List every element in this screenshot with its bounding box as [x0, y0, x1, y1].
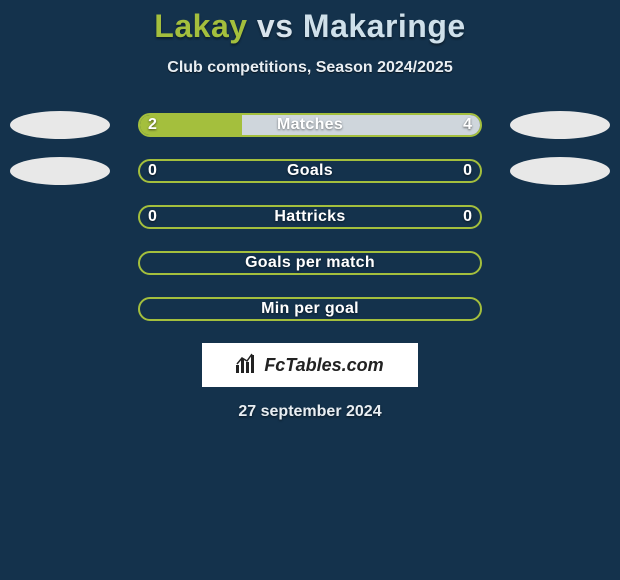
bar-track: [138, 297, 482, 321]
stat-row: Goals per match: [0, 251, 620, 275]
title: Lakay vs Makaringe: [0, 0, 620, 45]
stat-value-right: 4: [453, 113, 482, 137]
stat-row: Min per goal: [0, 297, 620, 321]
stats-rows: Matches24Goals00Hattricks00Goals per mat…: [0, 113, 620, 321]
bar-fill-player2: [242, 115, 480, 135]
team-badge-left: [10, 111, 110, 139]
bar-track: [138, 113, 482, 137]
team-badge-left: [10, 157, 110, 185]
stat-value-left: 0: [138, 159, 167, 183]
stat-value-right: 0: [453, 159, 482, 183]
chart-icon: [236, 353, 258, 378]
logo-box: FcTables.com: [202, 343, 418, 387]
title-player1: Lakay: [154, 8, 247, 44]
bar-track: [138, 251, 482, 275]
team-badge-right: [510, 157, 610, 185]
stat-value-left: 2: [138, 113, 167, 137]
title-vs: vs: [257, 8, 294, 44]
title-player2: Makaringe: [303, 8, 466, 44]
team-badge-right: [510, 111, 610, 139]
bar-track: [138, 159, 482, 183]
subtitle: Club competitions, Season 2024/2025: [0, 59, 620, 77]
date: 27 september 2024: [0, 403, 620, 421]
logo: FcTables.com: [236, 353, 383, 378]
stat-row: Matches24: [0, 113, 620, 137]
stat-row: Hattricks00: [0, 205, 620, 229]
logo-text: FcTables.com: [264, 355, 383, 376]
stat-value-left: 0: [138, 205, 167, 229]
stat-row: Goals00: [0, 159, 620, 183]
bar-track: [138, 205, 482, 229]
stat-value-right: 0: [453, 205, 482, 229]
